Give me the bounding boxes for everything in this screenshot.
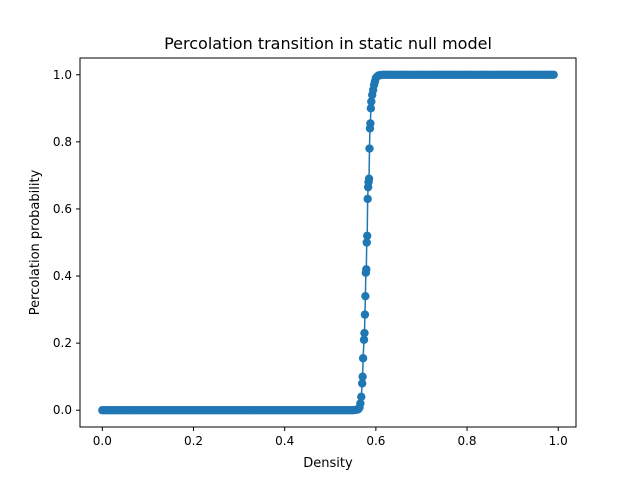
data-point [363, 194, 372, 204]
x-axis-label: Density [303, 456, 353, 471]
data-point [364, 174, 374, 183]
x-tick-label: 0.8 [457, 434, 476, 448]
data-point [361, 291, 370, 301]
data-point [357, 379, 367, 388]
data-point [357, 392, 366, 402]
x-axis-ticks: 0.0 0.2 0.4 0.6 0.8 1.0 [93, 427, 568, 448]
y-tick-label: 0.0 [53, 403, 72, 417]
data-point [367, 97, 376, 106]
data-point [358, 354, 368, 363]
y-axis-ticks: 0.0 0.2 0.4 0.6 0.8 1.0 [53, 68, 80, 417]
x-tick-label: 0.2 [184, 434, 203, 448]
x-tick-label: 0.0 [93, 434, 112, 448]
data-point [358, 372, 367, 381]
data-point [366, 119, 375, 128]
y-tick-label: 0.8 [53, 135, 72, 149]
plot-frame [79, 57, 577, 428]
data-point [363, 231, 372, 240]
y-tick-label: 0.6 [53, 202, 72, 216]
data-point [356, 399, 365, 408]
y-tick-label: 1.0 [53, 68, 72, 82]
data-point [362, 238, 371, 247]
data-point [360, 310, 370, 319]
data-point [360, 328, 369, 338]
y-tick-label: 0.2 [53, 336, 72, 350]
data-point [366, 104, 376, 113]
x-tick-label: 0.6 [366, 434, 385, 448]
y-axis-label: Percolation probability [28, 169, 43, 315]
series-layer [98, 70, 558, 415]
chart-title: Percolation transition in static null mo… [164, 34, 492, 53]
x-tick-label: 0.4 [275, 434, 294, 448]
data-point [365, 144, 374, 153]
data-point [549, 70, 558, 79]
x-tick-label: 1.0 [549, 434, 568, 448]
y-tick-label: 0.4 [53, 269, 72, 283]
data-point [359, 335, 369, 344]
data-point [362, 265, 371, 274]
